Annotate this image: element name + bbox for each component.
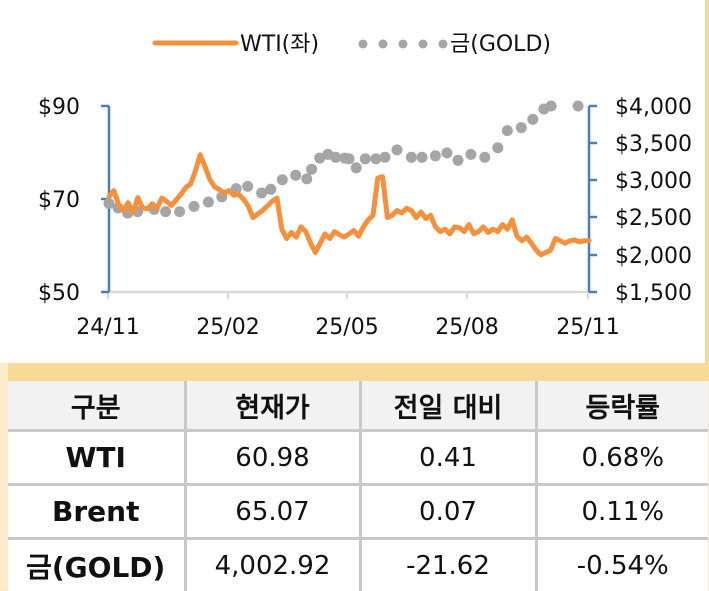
gold-legend-label: 금(GOLD) (450, 32, 551, 57)
row-price: 60.98 (185, 431, 360, 485)
x-tick-2511: 25/11 (556, 315, 619, 340)
row-label: Brent (8, 485, 185, 539)
left-tick-labels: $90 $70 $50 (38, 95, 80, 306)
gold-data-point (290, 170, 301, 181)
gold-data-point (360, 153, 371, 164)
right-tick-2500: $2,500 (615, 206, 692, 231)
header-price: 현재가 (185, 381, 360, 431)
separator-band (8, 363, 709, 381)
left-tick-50: $50 (38, 281, 80, 306)
gold-data-point (265, 184, 276, 195)
gold-data-point (492, 142, 503, 153)
row-change: 0.07 (360, 485, 536, 539)
right-border-strip (705, 0, 709, 363)
gold-data-point (174, 206, 185, 217)
gold-data-point (203, 197, 214, 208)
gold-data-point (301, 173, 312, 184)
gold-data-point (344, 153, 355, 164)
gold-data-point (380, 152, 391, 163)
right-tick-3000: $3,000 (615, 169, 692, 194)
header-pct: 등락률 (536, 381, 708, 431)
gold-data-point (527, 114, 538, 125)
table-header-row: 구분 현재가 전일 대비 등락률 (8, 381, 708, 431)
row-label: WTI (8, 431, 185, 485)
left-tick-70: $70 (38, 188, 80, 213)
gold-data-point (189, 201, 200, 212)
header-category: 구분 (8, 381, 185, 431)
wti-series-line (109, 155, 589, 255)
x-tick-labels: 24/11 25/02 25/05 25/08 25/11 (76, 315, 619, 340)
gold-data-point (479, 152, 490, 163)
row-price: 65.07 (185, 485, 360, 539)
gold-data-point (277, 174, 288, 185)
right-tick-labels: $4,000 $3,500 $3,000 $2,500 $2,000 $1,50… (615, 95, 692, 306)
gold-data-point (160, 206, 171, 217)
wti-legend-label: WTI(좌) (240, 32, 319, 57)
left-tick-90: $90 (38, 95, 80, 120)
row-pct: -0.54% (536, 539, 708, 591)
right-tick-2000: $2,000 (615, 244, 692, 269)
price-chart: WTI(좌) 금(GOLD) $90 $70 $50 $4,00 (0, 0, 705, 363)
gold-data-point (406, 152, 417, 163)
gold-data-point (465, 149, 476, 160)
gold-data-point (502, 125, 513, 136)
price-table: 구분 현재가 전일 대비 등락률 WTI 60.98 0.41 0.68% Br… (8, 381, 708, 591)
x-tick-2502: 25/02 (196, 315, 259, 340)
gold-data-point (441, 147, 452, 158)
chart-legend: WTI(좌) 금(GOLD) (155, 32, 551, 57)
gold-data-point (453, 155, 464, 166)
row-pct: 0.68% (536, 431, 708, 485)
gold-data-point (516, 122, 527, 133)
row-price: 4,002.92 (185, 539, 360, 591)
left-border-strip (0, 363, 8, 588)
gold-data-point (242, 181, 253, 192)
gold-data-point (430, 150, 441, 161)
gold-data-point (392, 144, 403, 155)
gold-data-point (351, 162, 362, 173)
gold-data-point (546, 101, 557, 112)
table-row: 금(GOLD) 4,002.92 -21.62 -0.54% (8, 539, 708, 591)
right-tick-1500: $1,500 (615, 281, 692, 306)
right-y-axis (589, 106, 597, 292)
row-pct: 0.11% (536, 485, 708, 539)
table-row: Brent 65.07 0.07 0.11% (8, 485, 708, 539)
row-change: 0.41 (360, 431, 536, 485)
gold-data-point (573, 101, 584, 112)
gold-data-point (306, 164, 317, 175)
x-tick-2411: 24/11 (76, 315, 139, 340)
right-tick-4000: $4,000 (615, 95, 692, 120)
x-tick-2505: 25/05 (315, 315, 378, 340)
header-change: 전일 대비 (360, 381, 536, 431)
gold-legend-swatch (359, 40, 448, 49)
row-change: -21.62 (360, 539, 536, 591)
right-tick-3500: $3,500 (615, 132, 692, 157)
table-row: WTI 60.98 0.41 0.68% (8, 431, 708, 485)
row-label: 금(GOLD) (8, 539, 185, 591)
x-tick-2508: 25/08 (435, 315, 498, 340)
gold-data-point (417, 152, 428, 163)
